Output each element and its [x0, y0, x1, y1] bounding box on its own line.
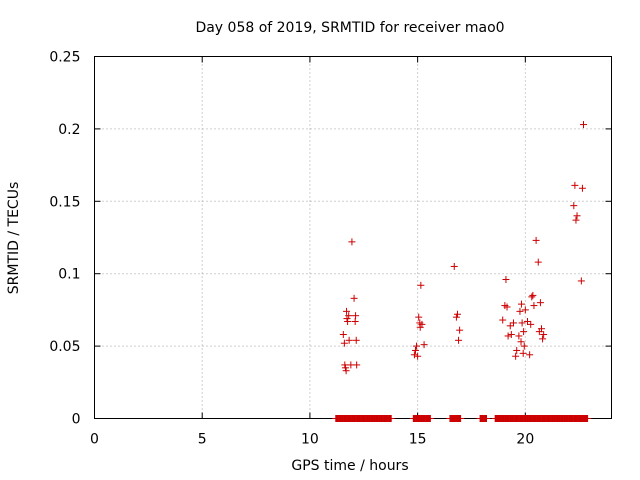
data-point — [343, 307, 351, 315]
data-point — [413, 342, 421, 350]
data-point — [455, 336, 463, 344]
x-tick-label: 15 — [409, 432, 427, 448]
data-point — [578, 184, 586, 192]
data-point — [509, 319, 517, 327]
data-point — [520, 342, 528, 350]
data-point — [570, 202, 578, 210]
data-point — [414, 352, 422, 360]
plot-frame — [94, 56, 612, 419]
data-point — [579, 121, 587, 129]
data-point — [457, 415, 465, 422]
y-axis-ticks: 0 0.05 0.1 0.15 0.2 0.25 — [49, 50, 612, 428]
data-point — [426, 415, 434, 422]
data-point — [343, 315, 351, 323]
data-point — [513, 346, 521, 354]
data-point — [506, 322, 514, 330]
data-point — [577, 277, 585, 285]
data-point — [417, 281, 425, 289]
data-point — [352, 312, 360, 320]
data-point — [344, 317, 352, 325]
data-point — [515, 332, 523, 340]
grid-lines — [94, 56, 612, 419]
data-point — [502, 275, 510, 283]
data-point — [340, 339, 348, 347]
x-tick-label: 5 — [198, 432, 207, 448]
data-point — [520, 328, 528, 336]
x-tick-label: 0 — [90, 432, 99, 448]
x-tick-label: 20 — [516, 432, 534, 448]
data-point — [521, 306, 529, 314]
data-point — [341, 364, 349, 372]
y-tick-label: 0.15 — [49, 194, 80, 210]
data-point — [339, 331, 347, 339]
data-point — [410, 351, 418, 359]
x-axis-label: GPS time / hours — [291, 458, 408, 474]
data-point — [572, 216, 580, 224]
data-point — [350, 294, 358, 302]
data-point — [450, 262, 458, 270]
data-point — [516, 307, 524, 315]
data-point — [504, 332, 512, 340]
data-point — [512, 352, 520, 360]
data-point — [482, 415, 490, 422]
y-tick-label: 0 — [72, 412, 81, 428]
data-point — [584, 415, 592, 422]
y-tick-label: 0.25 — [49, 50, 80, 66]
data-point — [528, 293, 536, 301]
data-point — [420, 341, 428, 349]
data-point — [517, 338, 525, 346]
data-point — [518, 319, 526, 327]
data-point — [519, 349, 527, 357]
x-axis-ticks: 0 5 10 15 20 — [90, 56, 534, 448]
data-point — [499, 316, 507, 324]
y-tick-label: 0.05 — [49, 339, 80, 355]
data-point — [523, 317, 531, 325]
data-point — [415, 313, 423, 321]
data-point — [503, 303, 511, 311]
data-point — [534, 258, 542, 266]
chart-title: Day 058 of 2019, SRMTID for receiver mao… — [195, 20, 504, 36]
data-point — [345, 336, 353, 344]
data-point — [527, 320, 535, 328]
data-point — [387, 415, 395, 422]
data-point — [573, 212, 581, 220]
data-point — [537, 325, 545, 333]
data-point — [530, 302, 538, 310]
data-point — [526, 351, 534, 359]
data-point — [517, 300, 525, 308]
data-point — [342, 367, 350, 375]
data-point — [532, 236, 540, 244]
y-axis-label: SRMTID / TECUs — [6, 182, 22, 295]
data-point — [345, 312, 353, 320]
data-point — [352, 336, 360, 344]
data-point — [341, 361, 349, 369]
data-point — [456, 326, 464, 334]
data-point — [452, 313, 460, 321]
data-point — [536, 299, 544, 307]
data-point — [540, 331, 548, 339]
data-point — [539, 335, 547, 343]
data-point — [529, 291, 537, 299]
data-point — [353, 361, 361, 369]
data-point — [507, 331, 515, 339]
y-tick-label: 0.1 — [58, 267, 80, 283]
data-point — [571, 181, 579, 189]
data-point — [411, 346, 419, 354]
y-tick-label: 0.2 — [58, 122, 80, 138]
data-point — [348, 238, 356, 246]
data-point — [416, 323, 424, 331]
data-point — [453, 310, 461, 318]
data-point — [418, 320, 426, 328]
series-srmtid — [332, 121, 592, 422]
x-tick-label: 10 — [301, 432, 319, 448]
